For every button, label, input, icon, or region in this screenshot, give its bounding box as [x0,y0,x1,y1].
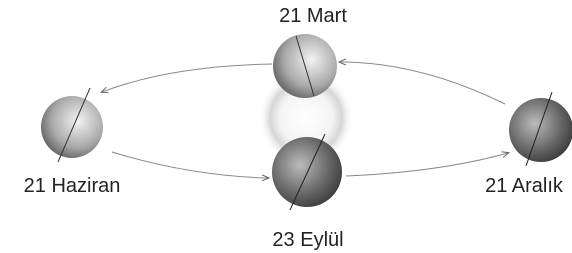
earth-march [273,34,337,98]
orbit-diagram: 21 Mart 21 Haziran 23 Eylül 21 Aralık [0,0,572,253]
label-september: 23 Eylül [272,229,343,251]
label-december: 21 Aralık [485,175,564,197]
label-june: 21 Haziran [24,175,121,197]
earth-december [509,92,572,166]
label-march: 21 Mart [279,5,347,27]
earth-june [41,88,103,162]
